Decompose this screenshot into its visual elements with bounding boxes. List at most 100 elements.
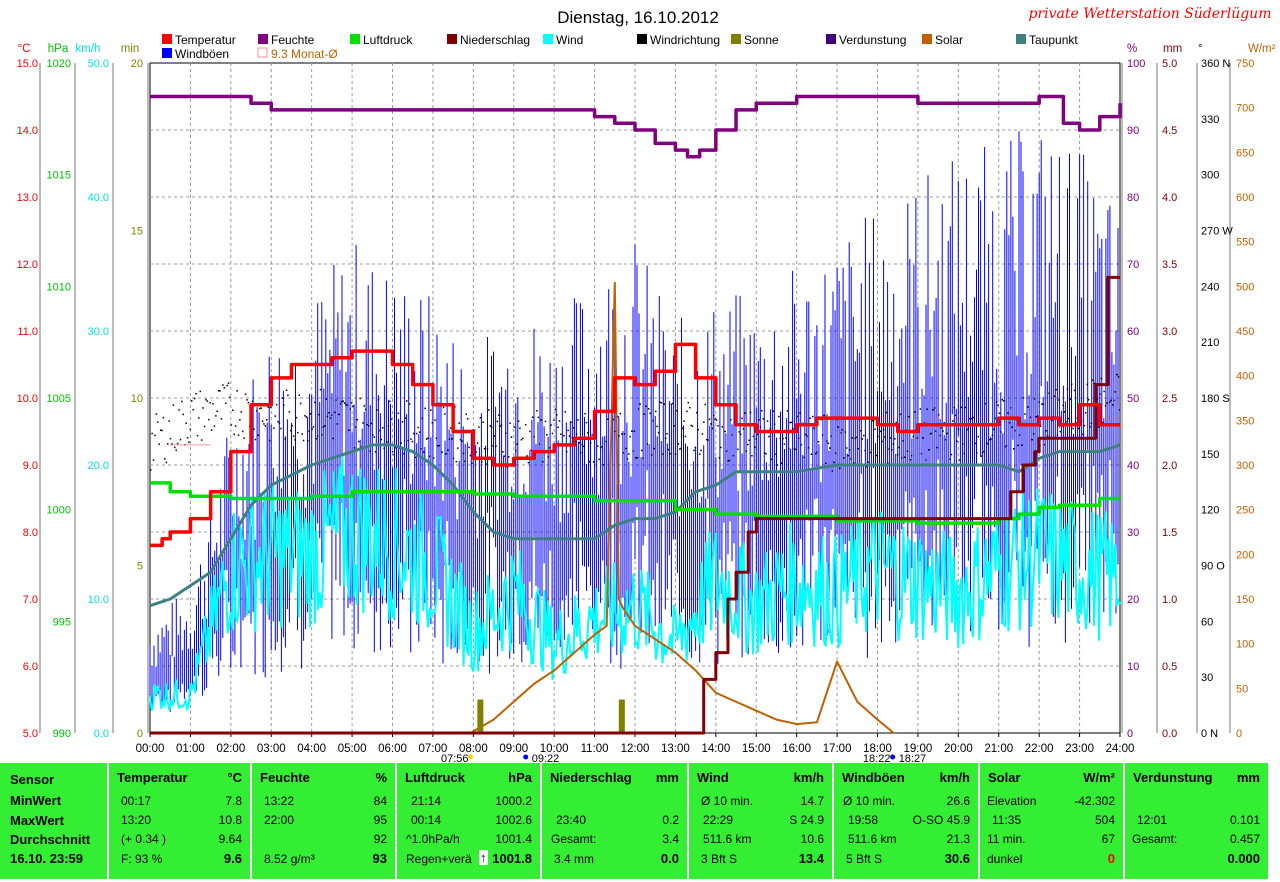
- tick-direction: 210: [1201, 337, 1219, 349]
- tick-direction: 0 N: [1201, 728, 1218, 740]
- wind-direction-point: [1100, 377, 1103, 380]
- rain-cur-note: 3.4 mm: [554, 852, 595, 866]
- wind-direction-point: [1032, 433, 1035, 435]
- wind-direction-point: [556, 414, 558, 416]
- wind-direction-point: [234, 425, 237, 427]
- wind-direction-point: [621, 433, 623, 435]
- tick-solar: 50: [1236, 683, 1248, 695]
- wind-title: Wind: [697, 770, 729, 785]
- wind-direction-point: [406, 400, 408, 402]
- wind-direction-point: [519, 427, 521, 429]
- wind-direction-point: [966, 429, 968, 431]
- wind-direction-point: [222, 384, 224, 386]
- pressure-max-time: 00:14: [411, 813, 442, 827]
- wind-direction-point: [548, 447, 551, 449]
- wind-direction-point: [266, 419, 268, 421]
- wind-direction-point: [164, 458, 166, 460]
- wind-direction-point: [493, 435, 496, 437]
- gusts-unit: km/h: [939, 770, 970, 785]
- wind-direction-point: [380, 438, 383, 441]
- wind-direction-point: [664, 437, 667, 440]
- legend-swatch: [1016, 34, 1026, 44]
- wind-direction-point: [1076, 417, 1079, 419]
- wind-direction-point: [913, 411, 916, 413]
- gusts-avg10-label: Ø 10 min.: [843, 794, 896, 808]
- wind-direction-point: [776, 464, 779, 466]
- wind-direction-point: [568, 435, 571, 437]
- wind-avg: 10.6: [800, 832, 824, 846]
- wind-direction-point: [754, 446, 756, 448]
- wind-direction-point: [1005, 444, 1008, 447]
- wind-direction-point: [761, 410, 763, 412]
- legend-item-niederschlag: Niederschlag: [447, 33, 530, 47]
- wind-direction-point: [374, 451, 377, 453]
- wind-direction-point: [341, 401, 343, 403]
- wind-direction-point: [789, 421, 791, 424]
- wind-direction-point: [332, 437, 334, 440]
- wind-direction-point: [790, 421, 793, 424]
- wind-direction-point: [841, 429, 844, 431]
- wind-direction-point: [1017, 444, 1019, 447]
- wind-direction-point: [246, 399, 248, 401]
- humidity-current: 93: [372, 851, 387, 866]
- wind-direction-point: [799, 412, 801, 414]
- rain-max-time: 23:40: [556, 813, 587, 827]
- wind-direction-point: [995, 401, 998, 403]
- wind-direction-point: [158, 443, 160, 445]
- wind-direction-point: [1068, 417, 1070, 420]
- wind-direction-point: [206, 400, 209, 402]
- gusts-distance: 511.6 km: [848, 832, 897, 846]
- wind-direction-point: [413, 432, 415, 435]
- tick-direction: 360 N: [1201, 58, 1230, 70]
- tick-direction: 180 S: [1201, 393, 1230, 405]
- wind-direction-point: [1062, 404, 1064, 407]
- wind-direction-point: [241, 430, 244, 433]
- wind-direction-point: [294, 439, 296, 441]
- wind-direction-point: [1011, 426, 1013, 428]
- wind-direction-point: [1029, 416, 1032, 419]
- wind-direction-point: [343, 402, 346, 404]
- legend-label: Taupunkt: [1029, 33, 1078, 47]
- wind-direction-point: [311, 428, 313, 430]
- wind-direction-point: [1056, 434, 1059, 436]
- wind-direction-point: [257, 434, 259, 436]
- wind-direction-point: [507, 456, 510, 458]
- wind-direction-point: [834, 452, 837, 454]
- chart-title: Dienstag, 16.10.2012: [557, 8, 719, 27]
- wind-direction-point: [738, 431, 740, 433]
- wind-direction-point: [466, 418, 469, 420]
- wind-direction-point: [505, 432, 507, 434]
- tick-temp: 13.0: [17, 192, 38, 204]
- tick-direction: 150: [1201, 449, 1219, 461]
- wind-direction-point: [175, 449, 177, 451]
- wind-direction-point: [636, 456, 639, 459]
- wind-direction-point: [435, 437, 438, 440]
- wind-direction-point: [386, 441, 388, 443]
- wind-direction-point: [162, 416, 165, 419]
- tick-rain: 3.0: [1162, 326, 1177, 338]
- x-tick-label: 15:00: [742, 743, 771, 755]
- wind-direction-point: [826, 440, 828, 442]
- wind-direction-point: [513, 426, 515, 428]
- left-axes: 15.0 14.0 13.0 12.0 11.0 10.0 9.0 8.0 7.0 6.0 5.0 1…: [17, 58, 149, 740]
- axis-units: °C hPa km/h min% mm ° W/m²: [18, 43, 1276, 55]
- wind-direction-point: [847, 454, 849, 457]
- wind-direction-point: [291, 425, 293, 427]
- wind-direction-point: [1090, 422, 1093, 424]
- temperature-current: 9.6: [223, 851, 242, 866]
- wind-direction-point: [592, 461, 595, 463]
- wind-direction-point: [855, 436, 858, 439]
- x-tick-label: 22:00: [1025, 743, 1054, 755]
- legend-label: Luftdruck: [363, 33, 413, 47]
- wind-direction-point: [1078, 427, 1080, 430]
- tick-direction: 120: [1201, 505, 1219, 517]
- wind-direction-point: [1051, 419, 1053, 422]
- wind-direction-point: [987, 443, 989, 445]
- wind-direction-point: [489, 425, 491, 427]
- wind-direction-point: [830, 435, 832, 437]
- wind-direction-point: [174, 446, 176, 449]
- rain-max: 0.2: [662, 813, 679, 827]
- wind-direction-point: [1034, 398, 1036, 400]
- x-tick-label: 07:00: [419, 743, 448, 755]
- wind-direction-point: [1075, 421, 1077, 424]
